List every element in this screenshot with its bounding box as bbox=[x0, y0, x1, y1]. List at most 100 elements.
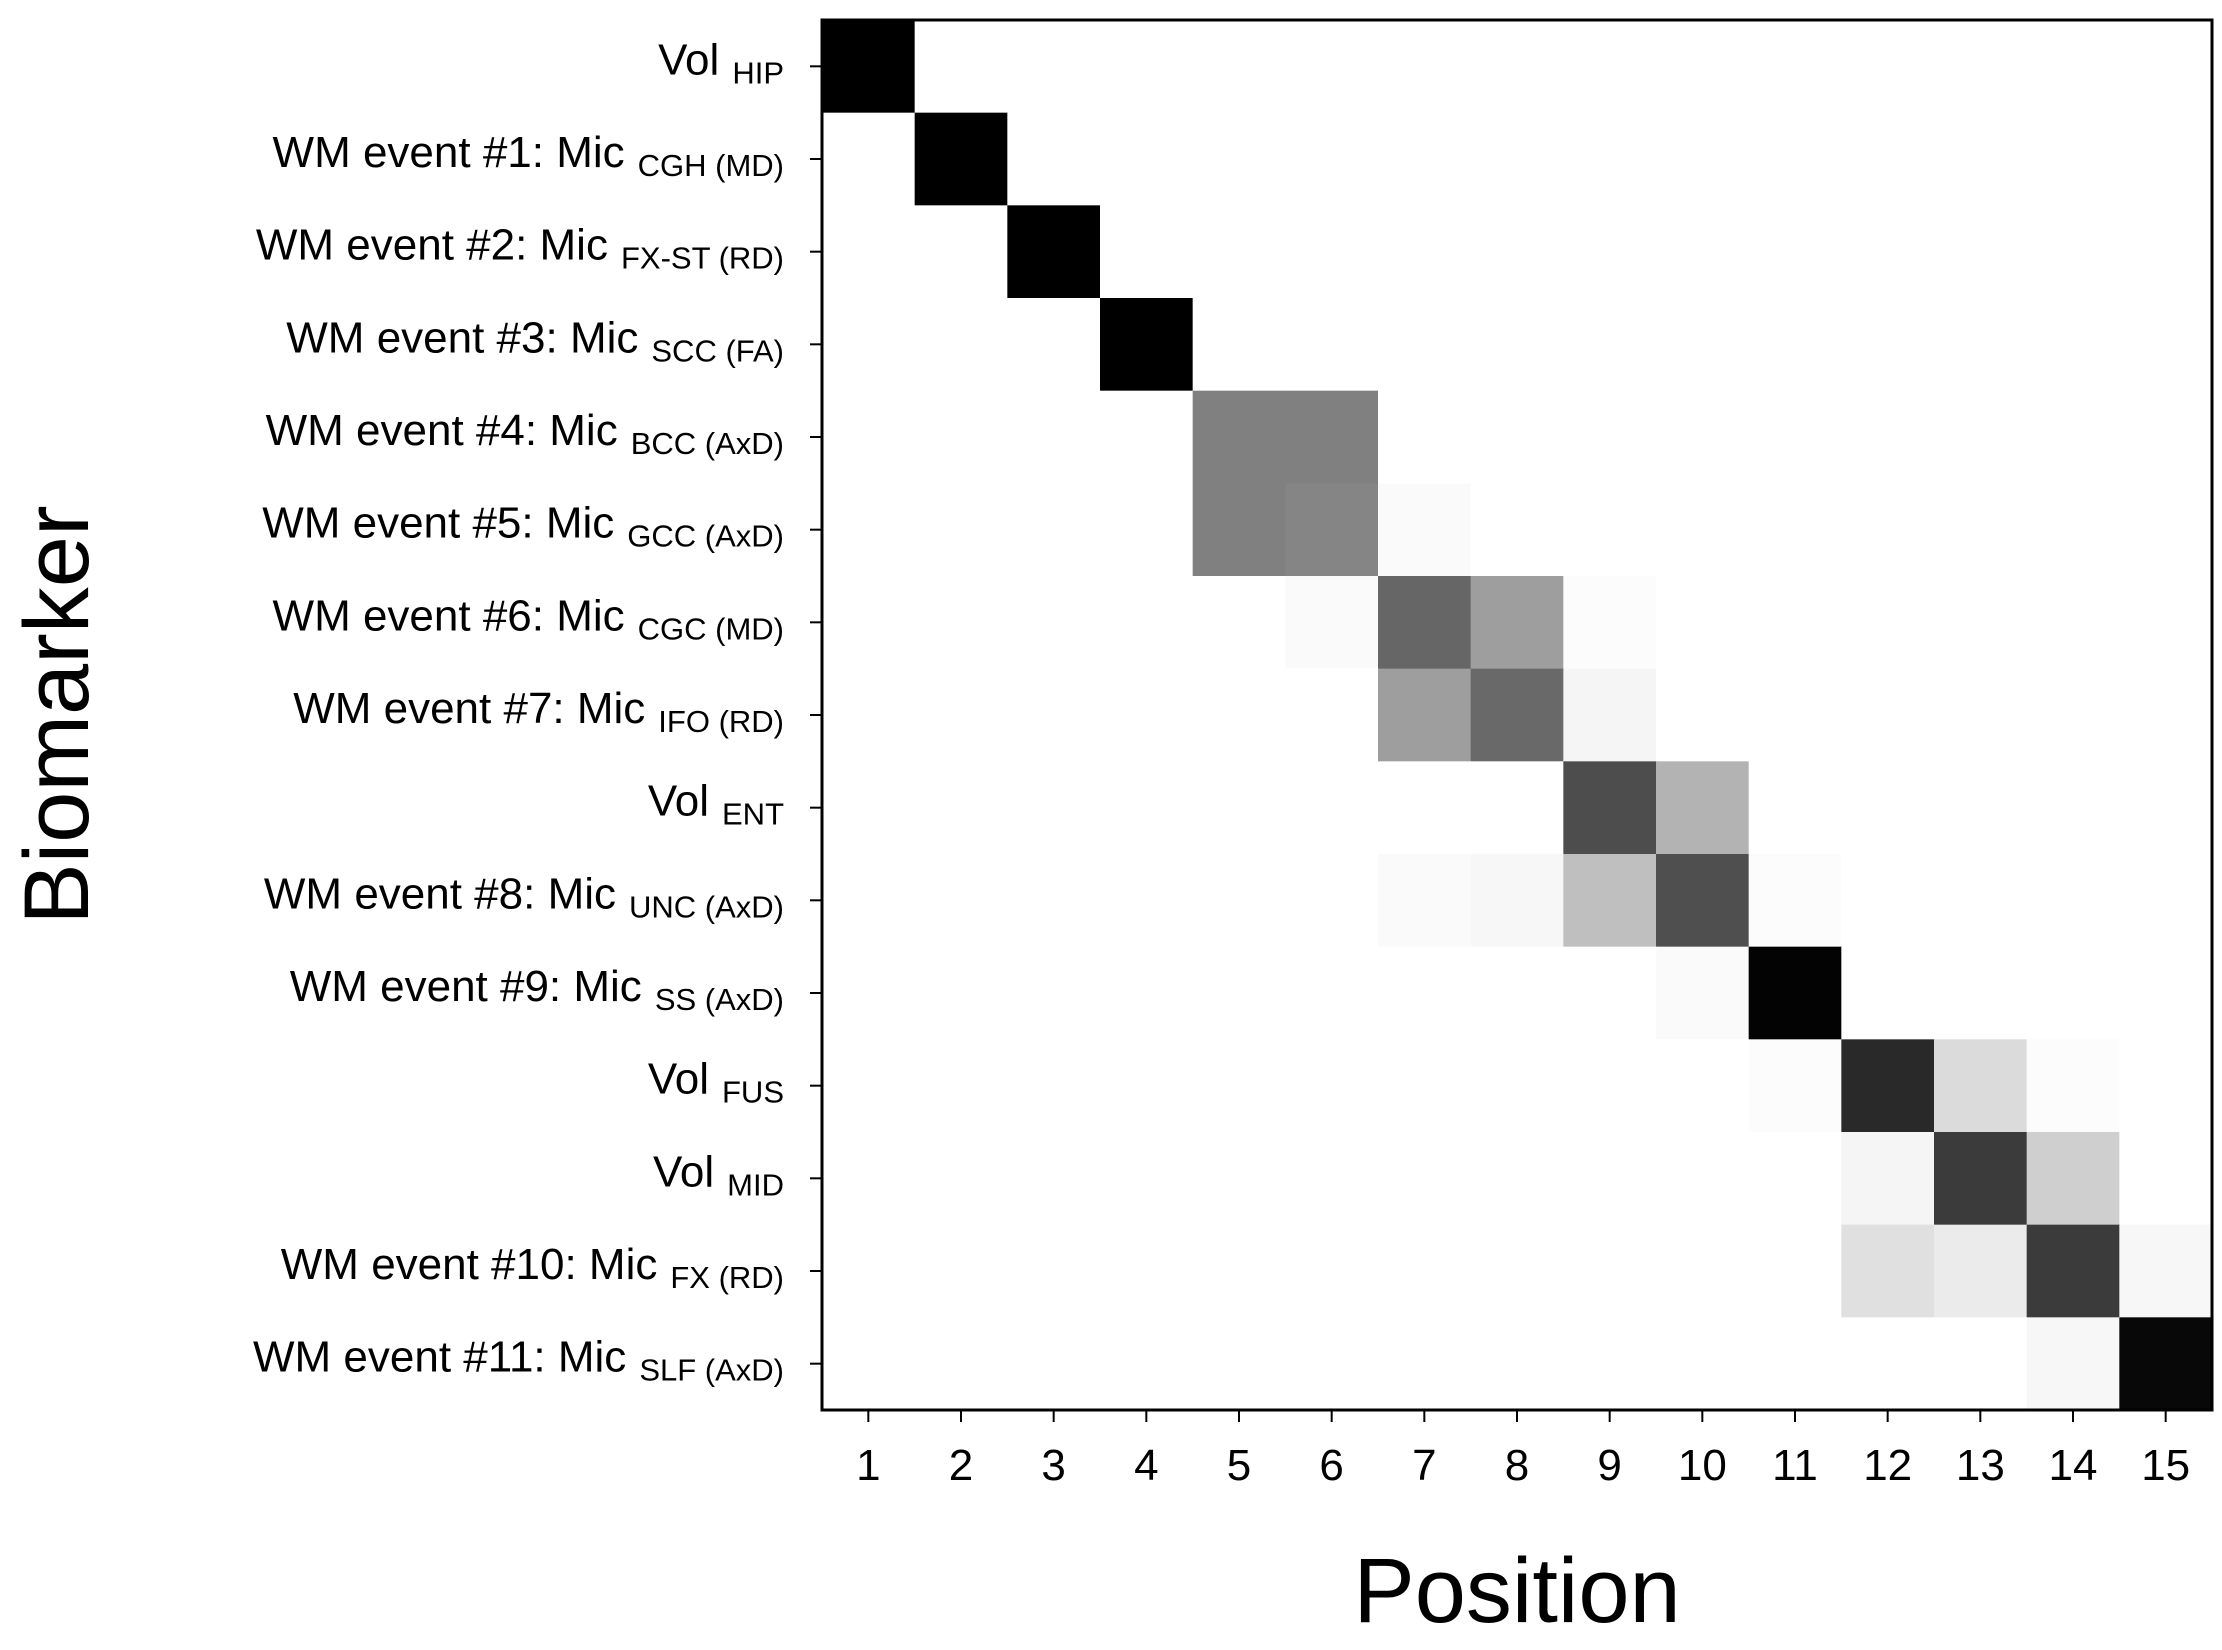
x-tick-label: 5 bbox=[1227, 1441, 1251, 1490]
heatmap-cell bbox=[1748, 1039, 1842, 1133]
heatmap-cell bbox=[1934, 668, 2028, 762]
heatmap-cell bbox=[1192, 1039, 1286, 1133]
heatmap-cell bbox=[1563, 946, 1657, 1040]
heatmap-cell bbox=[2026, 390, 2120, 484]
heatmap-cell bbox=[1192, 854, 1286, 948]
y-tick-label-main: Vol bbox=[648, 777, 709, 826]
heatmap-cell bbox=[1378, 668, 1472, 762]
heatmap-cell bbox=[1934, 576, 2028, 670]
heatmap-cell bbox=[1100, 854, 1194, 948]
x-tick-label: 6 bbox=[1319, 1441, 1343, 1490]
heatmap-cell bbox=[822, 1132, 916, 1226]
heatmap-cell bbox=[1285, 483, 1379, 577]
heatmap-cell bbox=[822, 390, 916, 484]
heatmap-cell bbox=[1007, 576, 1101, 670]
heatmap-cell bbox=[1563, 668, 1657, 762]
heatmap-cell bbox=[2119, 1039, 2213, 1133]
x-tick-label: 3 bbox=[1041, 1441, 1065, 1490]
heatmap-cell bbox=[1378, 112, 1472, 206]
heatmap-cells bbox=[822, 20, 2213, 1411]
heatmap-cell bbox=[1748, 668, 1842, 762]
heatmap-cell bbox=[1100, 1132, 1194, 1226]
heatmap-cell bbox=[1470, 205, 1564, 299]
y-tick-label: WM event #5: Mic GCC (AxD) bbox=[262, 499, 784, 554]
heatmap-cell bbox=[1100, 112, 1194, 206]
y-tick-label: WM event #9: Mic SS (AxD) bbox=[290, 962, 784, 1017]
y-tick-label-main: Vol bbox=[658, 35, 719, 84]
heatmap-cell bbox=[1563, 1039, 1657, 1133]
heatmap-cell bbox=[1934, 946, 2028, 1040]
heatmap-cell bbox=[2026, 1317, 2120, 1411]
heatmap-cell bbox=[822, 298, 916, 392]
heatmap-cell bbox=[1563, 1317, 1657, 1411]
heatmap-cell bbox=[1841, 1317, 1935, 1411]
heatmap-cell bbox=[1100, 1039, 1194, 1133]
heatmap-cell bbox=[1748, 854, 1842, 948]
heatmap-cell bbox=[1470, 946, 1564, 1040]
heatmap-cell bbox=[1563, 576, 1657, 670]
y-tick-label-main: Vol bbox=[653, 1147, 714, 1196]
heatmap-cell bbox=[1378, 298, 1472, 392]
heatmap-cell bbox=[1841, 761, 1935, 855]
heatmap-cell bbox=[1192, 761, 1286, 855]
y-tick-label-subscript: FUS bbox=[722, 1075, 784, 1110]
heatmap-cell bbox=[2026, 576, 2120, 670]
heatmap-cell bbox=[1007, 20, 1101, 114]
heatmap-cell bbox=[1378, 390, 1472, 484]
plot-frame bbox=[820, 18, 2214, 1412]
heatmap-cell bbox=[1470, 483, 1564, 577]
heatmap-cell bbox=[1470, 1224, 1564, 1318]
y-tick-label-main: WM event #4: Mic bbox=[266, 406, 618, 455]
heatmap-cell bbox=[1285, 1132, 1379, 1226]
x-tick-label: 12 bbox=[1863, 1441, 1912, 1490]
heatmap-cell bbox=[1100, 390, 1194, 484]
x-tick-label: 8 bbox=[1505, 1441, 1529, 1490]
y-tick-label-subscript: CGH (MD) bbox=[638, 148, 784, 183]
heatmap-cell bbox=[1285, 576, 1379, 670]
heatmap-cell bbox=[2119, 390, 2213, 484]
heatmap-cell bbox=[1934, 1039, 2028, 1133]
y-tick-label-main: WM event #3: Mic bbox=[286, 313, 638, 362]
heatmap-cell bbox=[2026, 854, 2120, 948]
heatmap-cell bbox=[1192, 483, 1286, 577]
heatmap-cell bbox=[1470, 1039, 1564, 1133]
heatmap-cell bbox=[1748, 576, 1842, 670]
heatmap-cell bbox=[1656, 1132, 1750, 1226]
heatmap-cell bbox=[1007, 298, 1101, 392]
heatmap-cell bbox=[1100, 1317, 1194, 1411]
heatmap-cell bbox=[1192, 668, 1286, 762]
y-tick-label-subscript: HIP bbox=[732, 55, 784, 90]
heatmap-cell bbox=[1470, 761, 1564, 855]
heatmap-cell bbox=[1285, 761, 1379, 855]
heatmap-cell bbox=[1656, 390, 1750, 484]
heatmap-cell bbox=[1748, 205, 1842, 299]
heatmap-cell bbox=[1656, 946, 1750, 1040]
heatmap-cell bbox=[1007, 1224, 1101, 1318]
heatmap-cell bbox=[2119, 1132, 2213, 1226]
heatmap-cell bbox=[1285, 1224, 1379, 1318]
heatmap-cell bbox=[1748, 1317, 1842, 1411]
heatmap-cell bbox=[1656, 112, 1750, 206]
heatmap-cell bbox=[1748, 946, 1842, 1040]
heatmap-cell bbox=[2026, 112, 2120, 206]
heatmap-cell bbox=[1100, 1224, 1194, 1318]
heatmap-cell bbox=[1470, 1132, 1564, 1226]
heatmap-cell bbox=[822, 1224, 916, 1318]
heatmap-cell bbox=[2119, 946, 2213, 1040]
heatmap-cell bbox=[2119, 20, 2213, 114]
heatmap-cell bbox=[1748, 298, 1842, 392]
heatmap-cell bbox=[1841, 112, 1935, 206]
heatmap-cell bbox=[1656, 668, 1750, 762]
heatmap-cell bbox=[822, 1039, 916, 1133]
heatmap-cell bbox=[1841, 205, 1935, 299]
heatmap-cell bbox=[1841, 390, 1935, 484]
heatmap-cell bbox=[1285, 1317, 1379, 1411]
heatmap-cell bbox=[1007, 390, 1101, 484]
heatmap-cell bbox=[1748, 761, 1842, 855]
x-tick-label: 11 bbox=[1772, 1441, 1818, 1490]
heatmap-cell bbox=[1934, 761, 2028, 855]
heatmap-cell bbox=[1563, 854, 1657, 948]
heatmap-cell bbox=[1656, 1224, 1750, 1318]
y-tick-label-subscript: GCC (AxD) bbox=[627, 519, 784, 554]
